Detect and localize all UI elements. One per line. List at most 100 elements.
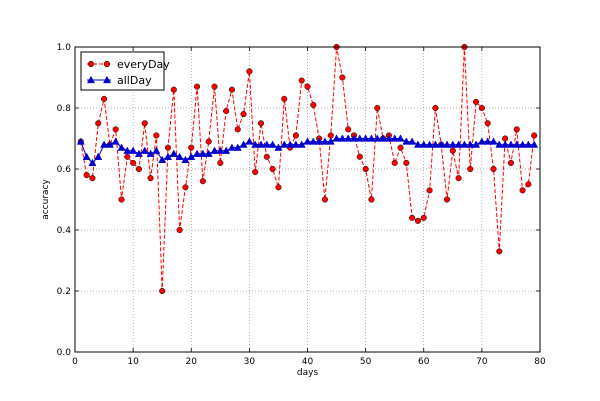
x-axis-label: days: [297, 368, 319, 378]
data-point-everyDay: [397, 144, 404, 151]
data-point-everyDay: [339, 74, 346, 81]
data-point-allDay: [373, 134, 382, 142]
legend-item-everyDay: everyDay: [87, 58, 170, 71]
data-point-allDay: [396, 134, 405, 142]
legend-marker-everyDay: [103, 60, 111, 68]
data-point-everyDay: [130, 159, 137, 166]
data-point-allDay: [361, 134, 370, 142]
data-point-allDay: [483, 137, 492, 145]
data-point-allDay: [512, 140, 521, 148]
y-tick-label: 0.4: [57, 226, 72, 236]
data-point-allDay: [437, 140, 446, 148]
data-point-allDay: [326, 137, 335, 145]
x-tick-label: 20: [186, 357, 198, 367]
grid: [75, 47, 540, 352]
y-axis-label: accuracy: [41, 179, 51, 220]
data-point-allDay: [245, 137, 254, 145]
data-point-allDay: [454, 140, 463, 148]
data-point-allDay: [262, 140, 271, 148]
data-point-allDay: [367, 134, 376, 142]
data-point-everyDay: [391, 159, 398, 166]
data-point-allDay: [466, 140, 475, 148]
y-tick-label: 0.2: [57, 287, 71, 297]
data-point-everyDay: [281, 95, 288, 102]
data-point-allDay: [379, 134, 388, 142]
data-point-allDay: [413, 140, 422, 148]
data-point-everyDay: [292, 132, 299, 139]
series-everyDay: [77, 43, 538, 295]
data-point-everyDay: [182, 184, 189, 191]
data-point-everyDay: [246, 68, 253, 75]
data-point-allDay: [472, 140, 481, 148]
data-point-allDay: [187, 152, 196, 160]
data-point-everyDay: [199, 178, 206, 185]
data-point-everyDay: [205, 138, 212, 145]
data-point-everyDay: [455, 175, 462, 182]
data-point-everyDay: [217, 159, 224, 166]
data-point-allDay: [146, 149, 155, 157]
data-point-everyDay: [101, 95, 108, 102]
data-point-allDay: [280, 140, 289, 148]
data-point-everyDay: [89, 175, 96, 182]
data-point-allDay: [431, 140, 440, 148]
data-point-allDay: [460, 140, 469, 148]
x-tick-label: 50: [360, 357, 372, 367]
data-point-everyDay: [112, 126, 119, 133]
data-point-everyDay: [124, 153, 131, 160]
data-point-allDay: [390, 134, 399, 142]
x-tick-label: 70: [476, 357, 488, 367]
data-point-everyDay: [507, 159, 514, 166]
data-point-allDay: [222, 146, 231, 154]
data-point-everyDay: [484, 120, 491, 127]
legend-label-everyDay: everyDay: [117, 58, 170, 71]
data-point-everyDay: [443, 196, 451, 203]
data-point-everyDay: [304, 83, 311, 90]
x-tick-label: 10: [127, 357, 139, 367]
data-point-allDay: [489, 137, 498, 145]
data-point-allDay: [210, 146, 219, 154]
data-point-everyDay: [153, 132, 160, 139]
data-point-everyDay: [252, 169, 259, 176]
data-point-allDay: [163, 152, 173, 160]
data-point-allDay: [88, 158, 97, 167]
data-point-allDay: [506, 140, 515, 148]
data-point-allDay: [123, 146, 132, 154]
data-point-allDay: [193, 149, 202, 157]
data-point-allDay: [198, 149, 207, 157]
data-point-everyDay: [531, 132, 538, 139]
data-point-everyDay: [159, 287, 166, 295]
data-point-everyDay: [432, 104, 439, 112]
data-point-everyDay: [176, 226, 183, 234]
data-point-everyDay: [467, 165, 474, 173]
y-tick-label: 0.8: [57, 104, 72, 114]
data-point-allDay: [111, 137, 120, 145]
data-point-allDay: [204, 149, 213, 157]
data-point-allDay: [477, 137, 486, 145]
y-tick-label: 1.0: [57, 43, 72, 53]
data-point-everyDay: [118, 196, 125, 203]
data-point-allDay: [320, 137, 329, 145]
data-point-allDay: [256, 140, 266, 148]
data-point-everyDay: [95, 120, 102, 127]
data-point-allDay: [117, 143, 126, 151]
data-point-everyDay: [298, 77, 305, 84]
data-point-allDay: [175, 152, 184, 160]
data-point-allDay: [169, 149, 178, 157]
data-point-allDay: [216, 146, 225, 154]
legend-marker-allDay: [86, 75, 96, 84]
data-point-allDay: [338, 134, 347, 142]
data-point-everyDay: [327, 132, 334, 139]
data-point-allDay: [134, 149, 143, 157]
data-point-everyDay: [478, 104, 485, 112]
data-point-everyDay: [519, 187, 526, 194]
data-point-everyDay: [362, 165, 369, 173]
data-point-everyDay: [473, 98, 480, 105]
data-point-everyDay: [345, 126, 352, 133]
plot-series: [76, 43, 539, 295]
y-tick-label: 0.0: [57, 348, 72, 358]
data-point-everyDay: [211, 83, 218, 90]
data-point-allDay: [251, 140, 260, 148]
data-point-everyDay: [490, 165, 497, 173]
data-point-everyDay: [240, 111, 247, 118]
